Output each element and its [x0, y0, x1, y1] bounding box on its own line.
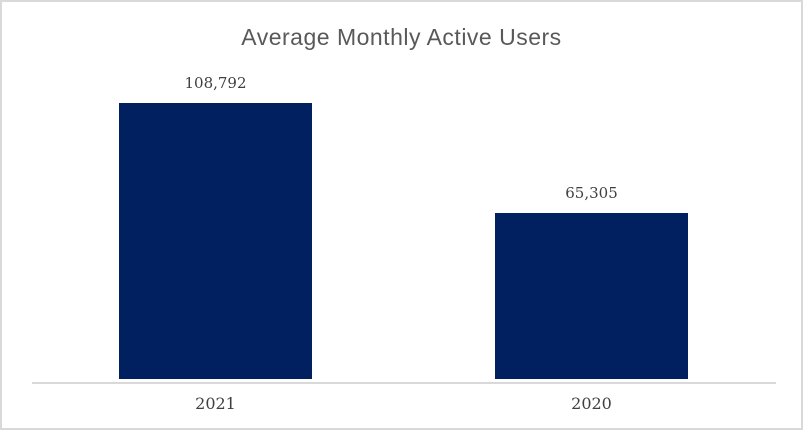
- chart-title: Average Monthly Active Users: [241, 24, 562, 50]
- bar-group-2021: 108,792: [119, 74, 312, 379]
- bar-group-2020: 65,305: [495, 184, 688, 379]
- x-axis-line: [32, 382, 776, 384]
- data-label-2020: 65,305: [565, 184, 618, 202]
- data-label-2021: 108,792: [184, 74, 247, 92]
- category-label-2021: 2021: [195, 394, 236, 413]
- category-label-2020: 2020: [571, 394, 612, 413]
- bar-2020: [495, 213, 688, 379]
- bar-2021: [119, 103, 312, 379]
